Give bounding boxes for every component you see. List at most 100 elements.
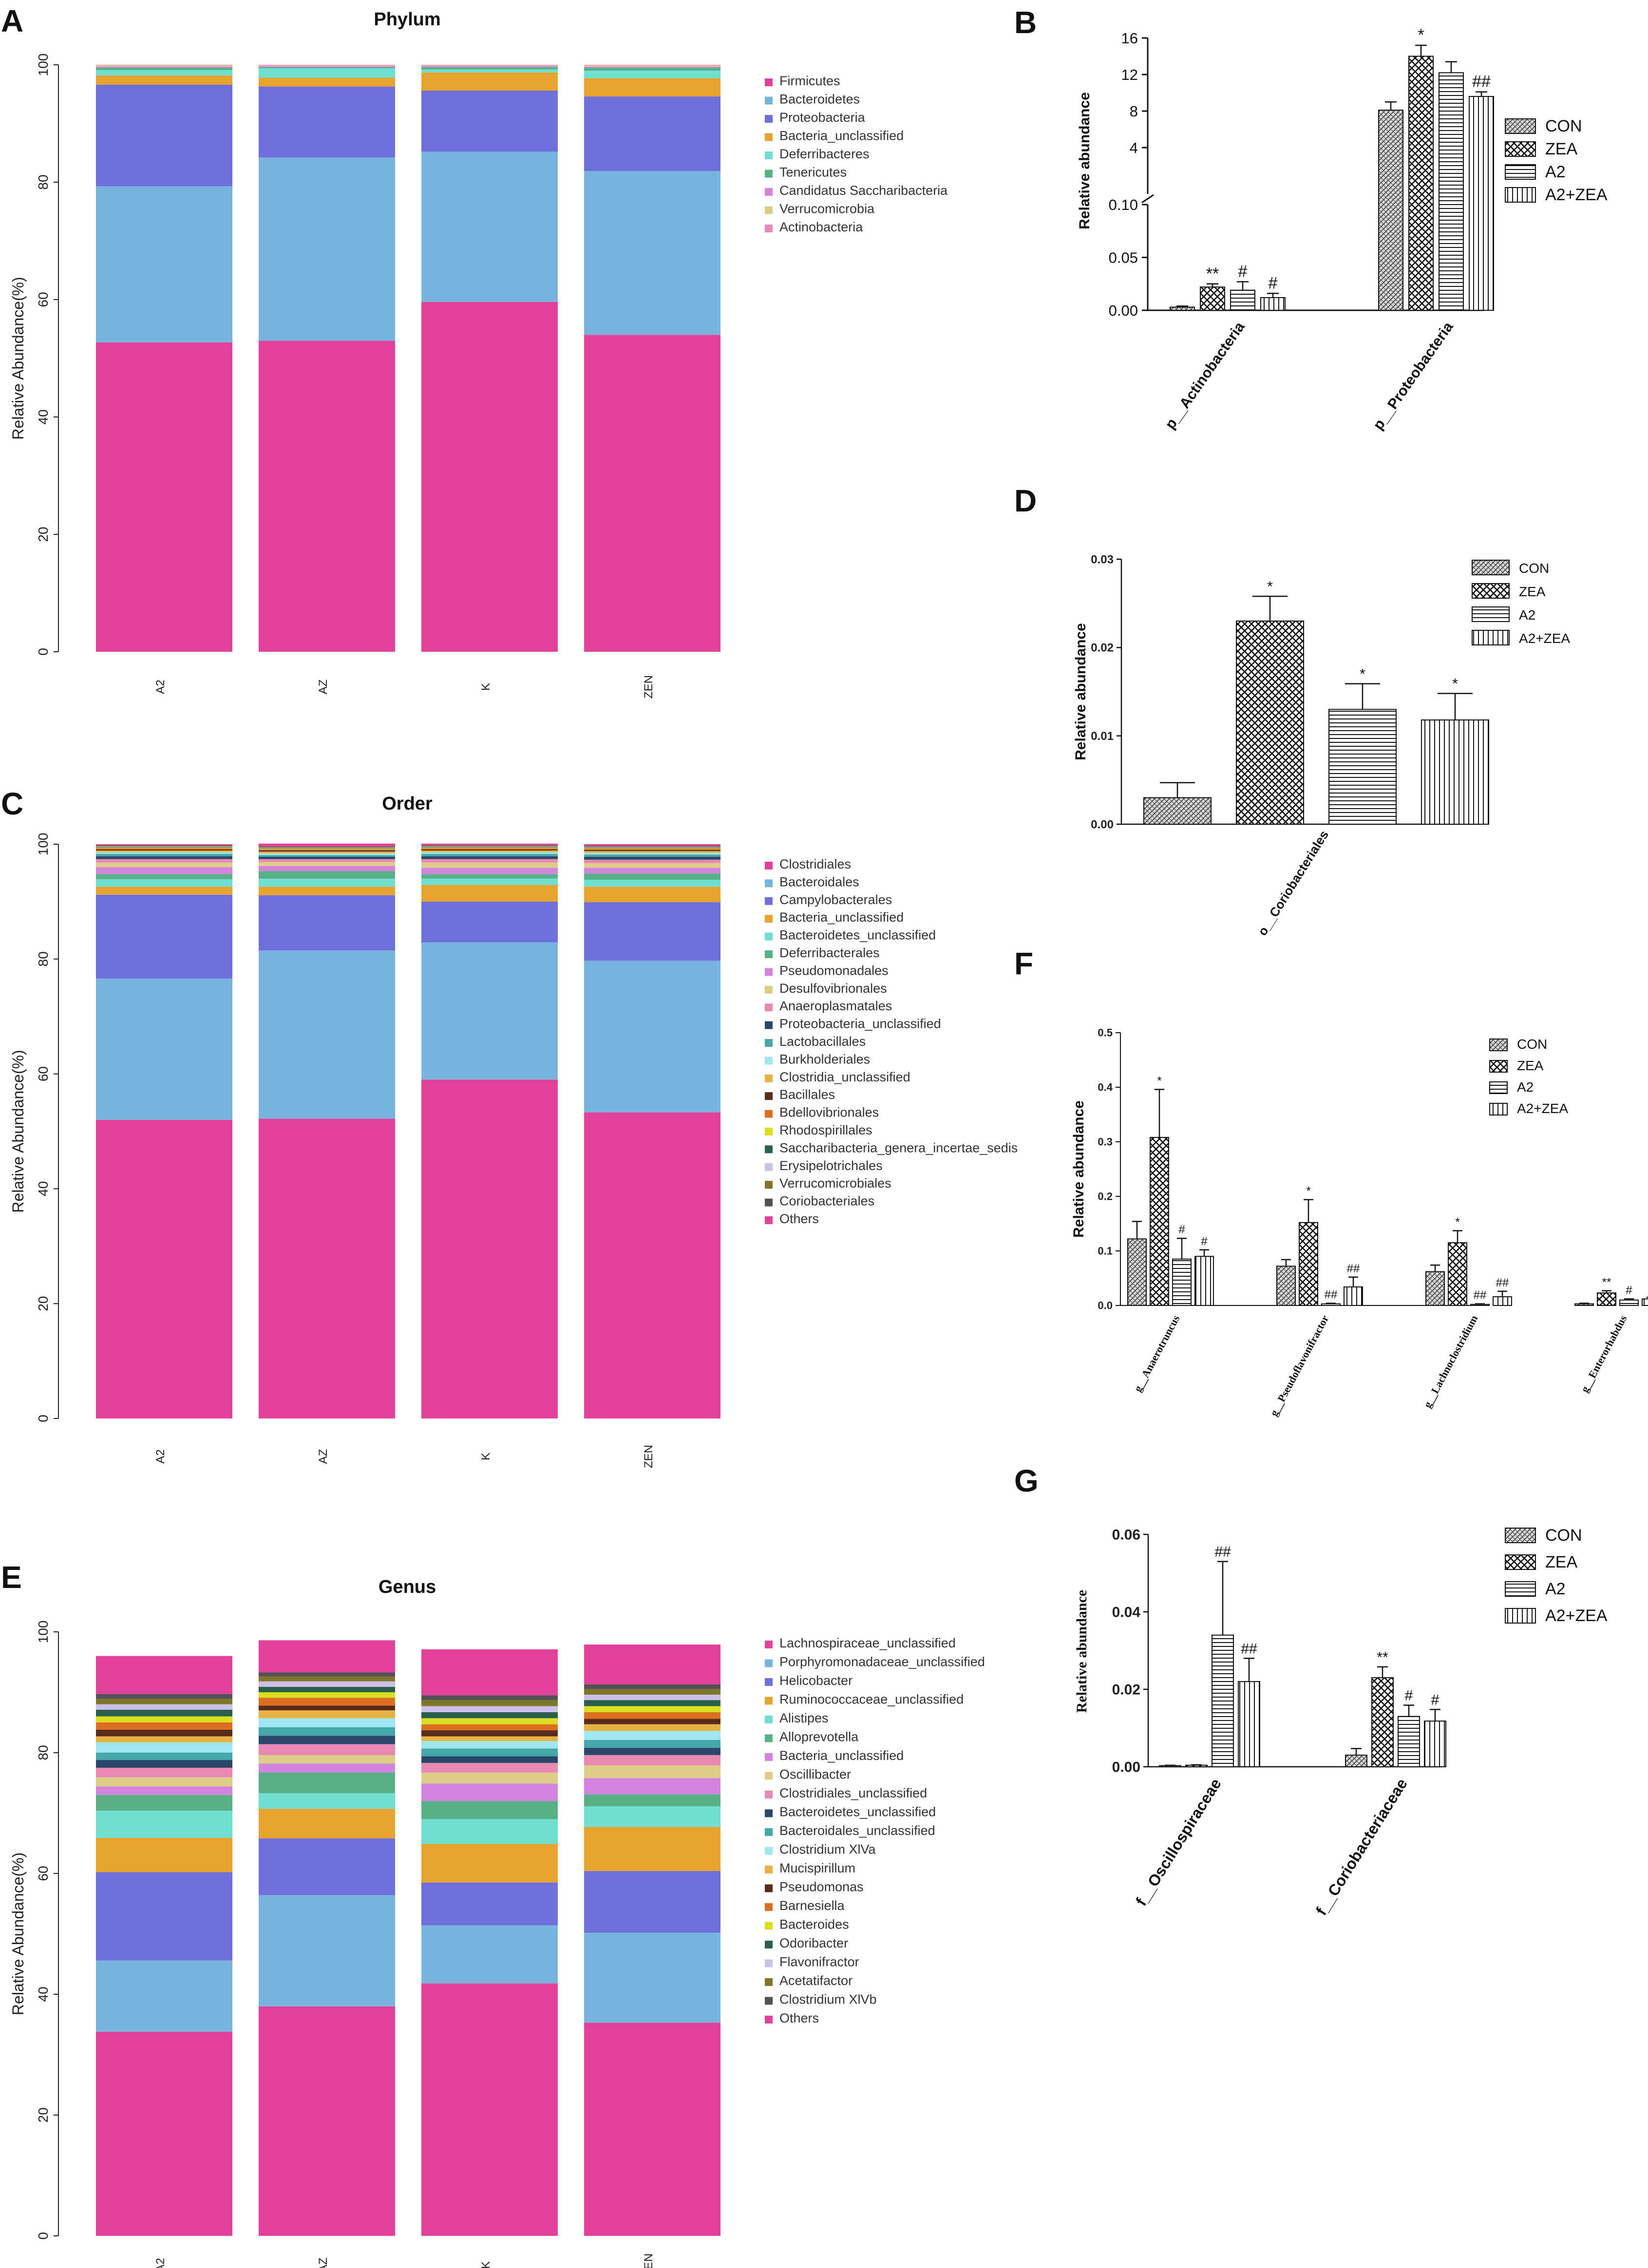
stack-segment-acetatifactor [584, 1689, 720, 1695]
legend-label: Barnesiella [779, 1898, 845, 1913]
legend-label: Anaeroplasmatales [779, 999, 892, 1013]
stack-segment-anaeroplasmatales [584, 859, 720, 863]
legend-label: Others [779, 1211, 819, 1226]
stack-segment-barnesiella [421, 1724, 558, 1731]
legend-swatch [765, 1941, 773, 1948]
bar-zea [1185, 1764, 1208, 1768]
y-tick-label: 100 [36, 833, 51, 856]
y-tick-label: 0.00 [1109, 302, 1138, 319]
y-axis-title: Relative abundance [1073, 623, 1089, 760]
bar-a2-zea [1260, 297, 1286, 311]
legend-label: Tenericutes [779, 165, 847, 180]
stack-segment-oscillibacter [259, 1755, 395, 1764]
stack-segment-bacteroidetes-unclassified [259, 1736, 395, 1744]
legend-swatch [1489, 1060, 1508, 1073]
stack-segment-firmicutes [259, 340, 395, 652]
legend-swatch [765, 1678, 773, 1686]
stack-segment-candidatus-saccharibacteria [259, 66, 395, 67]
significance-label: ## [1474, 1289, 1487, 1302]
bar-a2-zea [1194, 1256, 1214, 1306]
legend-swatch [765, 1074, 773, 1082]
legend-label: Bacteria_unclassified [779, 129, 904, 143]
stack-segment-clostridia-unclassified [421, 850, 558, 852]
legend-swatch [765, 1198, 773, 1207]
stack-segment-lachnospiraceae-unclassified [259, 2006, 395, 2236]
y-tick-label: 40 [36, 409, 51, 424]
significance-label: * [1418, 26, 1424, 44]
stack-segment-bacteroides [421, 1718, 558, 1724]
panel-a-phylum-chart: A Phylum 0 20 40 60 80 100 Relative Abundance(%)… [1, 3, 948, 699]
x-tick-label: AZ [317, 2258, 330, 2268]
legend-swatch [1505, 1608, 1536, 1624]
stack-segment-bacillales [584, 850, 720, 851]
legend-label: A2 [1519, 607, 1535, 623]
stack-segment-pseudomonas [96, 1729, 232, 1737]
stack-segment-alloprevotella [584, 1794, 720, 1807]
bar-a2 [1398, 1716, 1420, 1767]
y-tick-label: 60 [36, 292, 51, 307]
x-tick-label: ZEN [642, 2253, 655, 2268]
stack-segment-bacteria-unclassified [421, 72, 558, 91]
stack-segment-bacteria-unclassified [584, 78, 720, 97]
legend-label: Rhodospirillales [779, 1123, 872, 1137]
stack-segment-bacteroidetes-unclassified [421, 878, 558, 885]
legend-swatch [765, 1641, 773, 1648]
x-tick-label: g__Lachnoclostridium [1421, 1313, 1480, 1410]
y-tick-label: 0.02 [1112, 1682, 1140, 1698]
legend-swatch [765, 1021, 773, 1029]
bar-zea [1236, 620, 1304, 825]
stack-segment-tenericutes [259, 67, 395, 69]
stack-segment-alloprevotella [259, 1772, 395, 1794]
stack-segment-verrucomicrobiales [259, 847, 395, 848]
stack-segment-alistipes [96, 1811, 232, 1838]
y-tick-label: 0.2 [1098, 1191, 1113, 1203]
stack-segment-clostridiales [584, 1112, 720, 1418]
legend-label: Flavonifractor [779, 1955, 859, 1969]
stack-segment-bdellovibrionales [96, 848, 232, 850]
stack-segment-saccharibacteria-genera-incertae-sedis [259, 848, 395, 849]
stack-segment-barnesiella [584, 1712, 720, 1719]
stack-segment-alloprevotella [96, 1795, 232, 1811]
stack-segment-acetatifactor [259, 1676, 395, 1682]
y-tick-label: 0.3 [1098, 1136, 1113, 1148]
legend-swatch [765, 225, 773, 232]
stack-segment-clostridia-unclassified [259, 851, 395, 853]
stack-segment-verrucomicrobia [96, 65, 232, 67]
legend-swatch [765, 1866, 773, 1873]
x-tick-label: f__Oscillospiraceae [1132, 1776, 1225, 1909]
stack-segment-candidatus-saccharibacteria [584, 66, 720, 68]
y-tick-label: 0.4 [1098, 1081, 1113, 1094]
significance-label: * [1306, 1185, 1310, 1198]
x-tick-label: ZEN [642, 675, 655, 699]
stack-segment-others [421, 843, 558, 846]
y-tick-label: 0.00 [1091, 818, 1114, 831]
bar-a2 [1230, 289, 1255, 311]
stack-segment-lachnospiraceae-unclassified [96, 2031, 232, 2236]
legend-swatch [765, 1828, 773, 1836]
bar-zea [1448, 1242, 1467, 1306]
stack-segment-deferribacteres [96, 70, 232, 76]
stack-segment-mucispirillum [421, 1736, 558, 1741]
legend-swatch [765, 897, 773, 905]
stack-segment-bacteria-unclassified [96, 887, 232, 895]
stack-segment-porphyromonadaceae-unclassified [584, 1932, 720, 2023]
stack-segment-odoribacter [584, 1700, 720, 1706]
legend-label: Mucispirillum [779, 1861, 855, 1875]
stack-segment-helicobacter [96, 1872, 232, 1961]
legend-label: Acetatifactor [779, 1973, 852, 1988]
stack-segment-bacteroidales-unclassified [259, 1727, 395, 1736]
legend-swatch [765, 1753, 773, 1761]
y-tick-label: 100 [36, 1621, 51, 1644]
legend-swatch [765, 78, 773, 86]
legend-swatch [1505, 1581, 1536, 1597]
legend-swatch [765, 1978, 773, 1986]
stack-segment-bacteria-unclassified [584, 887, 720, 903]
stack-segment-candidatus-saccharibacteria [96, 66, 232, 68]
x-tick-label: g__Enterorhabdus [1578, 1313, 1629, 1394]
legend-label: Alloprevotella [779, 1730, 859, 1744]
stack-segment-mucispirillum [584, 1724, 720, 1731]
significance-label: # [1405, 1688, 1413, 1704]
stack-segment-bacteroidetes-unclassified [421, 1756, 558, 1763]
y-tick-label: 0.0 [1098, 1300, 1113, 1312]
